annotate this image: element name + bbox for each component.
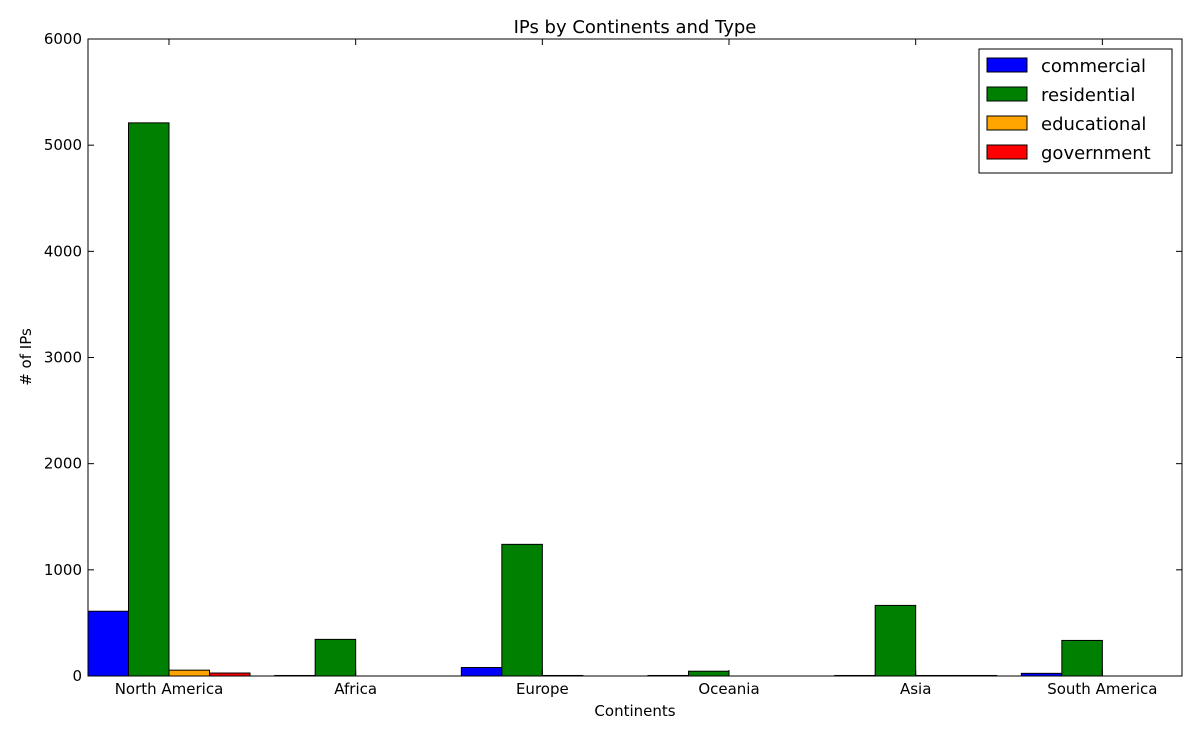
bar-commercial-2 — [460, 667, 503, 677]
legend-swatch-educational — [986, 115, 1028, 131]
bar-residential-2 — [501, 543, 543, 677]
legend: commercial residential educational governme… — [978, 48, 1173, 174]
x-tick-label: South America — [1047, 680, 1157, 698]
bar-residential-5 — [1061, 639, 1103, 677]
chart-title: IPs by Continents and Type — [514, 17, 757, 38]
plot-area: 0 1000 2000 3000 4000 5000 6000 North America Af… — [44, 30, 1183, 698]
y-tick-label: 4000 — [44, 242, 82, 260]
y-tick-label: 0 — [72, 667, 82, 685]
y-tick-label: 2000 — [44, 455, 82, 473]
y-tick-label: 6000 — [44, 30, 82, 48]
bar-commercial-0 — [87, 610, 129, 677]
x-tick-label: Oceania — [698, 680, 759, 698]
legend-label-educational: educational — [1041, 114, 1146, 135]
y-tick-label: 3000 — [44, 349, 82, 367]
legend-label-government: government — [1041, 143, 1151, 164]
bar-residential-1 — [314, 638, 357, 677]
y-tick-label: 5000 — [44, 136, 82, 154]
bar-educational-0 — [168, 669, 210, 677]
legend-label-commercial: commercial — [1041, 56, 1146, 77]
x-tick-label: Asia — [900, 680, 931, 698]
legend-swatch-government — [986, 144, 1028, 160]
bar-residential-4 — [874, 604, 917, 677]
legend-swatch-residential — [986, 86, 1028, 102]
legend-label-residential: residential — [1041, 85, 1135, 106]
bar-residential-3 — [688, 670, 730, 677]
y-tick-label: 1000 — [44, 561, 82, 579]
x-tick-label: Africa — [334, 680, 377, 698]
y-axis-label: # of IPs — [17, 328, 35, 386]
bar-residential-0 — [128, 122, 170, 677]
x-tick-label: North America — [115, 680, 224, 698]
x-axis-label: Continents — [594, 702, 675, 720]
legend-swatch-commercial — [986, 57, 1028, 73]
x-tick-label: Europe — [516, 680, 569, 698]
